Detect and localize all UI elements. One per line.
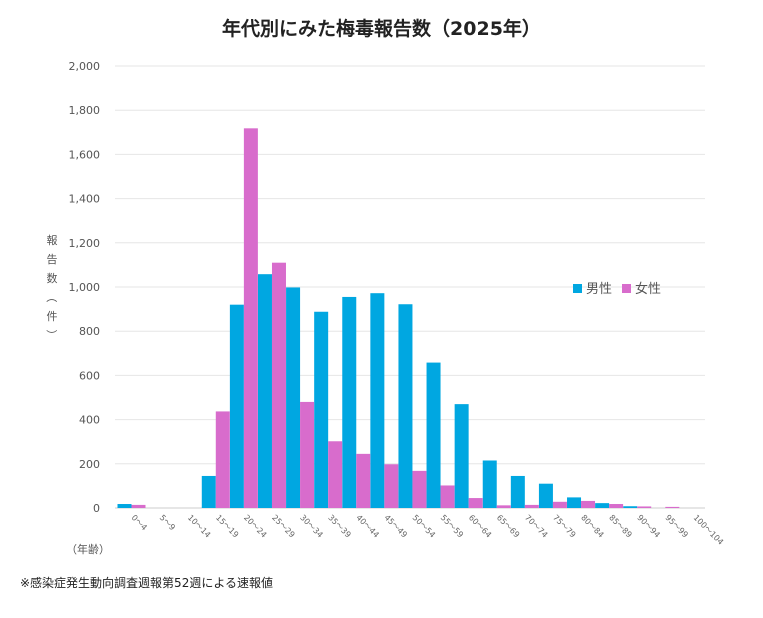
x-axis-label: （年齢） bbox=[66, 542, 110, 556]
bar-male bbox=[454, 404, 469, 508]
bar-female bbox=[356, 453, 371, 508]
bar-male bbox=[342, 296, 357, 508]
x-tick-label: 35〜39 bbox=[326, 513, 352, 539]
bar-female bbox=[384, 464, 399, 508]
legend-label: 男性 bbox=[586, 282, 612, 297]
y-tick-label: 600 bbox=[79, 369, 100, 382]
bar-female bbox=[215, 411, 230, 508]
x-tick-label: 90〜94 bbox=[635, 513, 661, 539]
x-tick-label: 65〜69 bbox=[495, 513, 521, 539]
bar-female bbox=[609, 504, 624, 508]
bar-female bbox=[243, 128, 258, 508]
x-tick-label: 20〜24 bbox=[242, 513, 268, 539]
x-tick-label: 60〜64 bbox=[467, 513, 493, 539]
bar-male bbox=[201, 475, 216, 508]
y-tick-label: 200 bbox=[79, 458, 100, 471]
bar-male bbox=[538, 483, 553, 508]
y-tick-label: 2,000 bbox=[69, 60, 101, 73]
y-tick-label: 800 bbox=[79, 325, 100, 338]
bar-male bbox=[314, 311, 329, 508]
bar-female bbox=[412, 470, 427, 508]
x-tick-label: 40〜44 bbox=[354, 513, 380, 539]
legend: 男性 女性 bbox=[573, 281, 661, 297]
bar-male bbox=[426, 362, 441, 508]
bar-female bbox=[637, 506, 652, 508]
x-tick-label: 30〜34 bbox=[298, 513, 324, 539]
x-tick-label: 15〜19 bbox=[214, 513, 240, 539]
x-tick-label: 80〜84 bbox=[579, 513, 605, 539]
y-tick-label: 1,600 bbox=[69, 148, 101, 161]
x-tick-label: 95〜99 bbox=[663, 513, 689, 539]
y-axis-ticks: 0 200 400 600 800 1,000 1,200 1,400 1,600 1,800 2,… bbox=[69, 60, 101, 515]
bar-female bbox=[300, 401, 315, 508]
bar-male bbox=[257, 274, 272, 508]
y-axis-label: 報告数 （ 件 ） bbox=[45, 234, 58, 341]
bar-female bbox=[131, 504, 146, 508]
x-tick-label: 25〜29 bbox=[270, 513, 296, 539]
y-axis-label-char: 数 bbox=[47, 272, 58, 285]
bar-male bbox=[595, 503, 610, 508]
x-tick-label: 70〜74 bbox=[523, 513, 549, 539]
bar-female bbox=[552, 501, 567, 508]
x-tick-label: 85〜89 bbox=[607, 513, 633, 539]
y-tick-label: 1,200 bbox=[69, 237, 101, 250]
y-tick-label: 1,800 bbox=[69, 104, 101, 117]
bars bbox=[117, 128, 680, 508]
x-tick-label: 45〜49 bbox=[382, 513, 408, 539]
y-axis-label-char: 報 bbox=[47, 234, 58, 247]
legend-swatch bbox=[573, 284, 582, 293]
bar-female bbox=[581, 500, 596, 508]
bar-male bbox=[286, 287, 301, 508]
y-axis-label-char: ） bbox=[45, 330, 58, 341]
footnote: ※感染症発生動向調査週報第52週による速報値 bbox=[20, 576, 273, 590]
legend-label: 女性 bbox=[635, 281, 661, 297]
bar-male bbox=[398, 304, 413, 508]
x-axis-ticks: 0〜4 5〜9 10〜14 15〜19 20〜24 25〜29 30〜34 35〜39 40〜4… bbox=[130, 513, 726, 547]
bar-male bbox=[370, 293, 385, 508]
x-tick-label: 10〜14 bbox=[186, 513, 212, 539]
bar-male bbox=[567, 497, 582, 508]
x-tick-label: 100〜104 bbox=[692, 513, 726, 547]
y-axis-label-char: 告 bbox=[47, 253, 58, 266]
bar-female bbox=[524, 504, 539, 508]
y-axis-label-char: （ bbox=[45, 292, 58, 303]
legend-swatch bbox=[622, 284, 631, 293]
y-tick-label: 1,400 bbox=[69, 193, 101, 206]
bar-male bbox=[482, 460, 497, 508]
bar-male bbox=[623, 506, 638, 508]
bar-female bbox=[271, 262, 286, 508]
bar-male bbox=[117, 504, 132, 508]
y-axis-label-char: 件 bbox=[47, 310, 58, 323]
x-tick-label: 0〜4 bbox=[130, 513, 149, 532]
x-tick-label: 75〜79 bbox=[551, 513, 577, 539]
bar-male bbox=[510, 475, 525, 508]
bar-female bbox=[665, 506, 680, 508]
y-tick-label: 400 bbox=[79, 414, 100, 427]
y-tick-label: 0 bbox=[93, 502, 100, 515]
bar-female bbox=[328, 441, 343, 508]
chart-title: 年代別にみた梅毒報告数（2025年） bbox=[222, 18, 541, 40]
x-tick-label: 50〜54 bbox=[411, 513, 437, 539]
bar-male bbox=[229, 304, 244, 508]
bar-female bbox=[440, 485, 455, 508]
bar-female bbox=[496, 505, 511, 508]
x-tick-label: 55〜59 bbox=[439, 513, 465, 539]
y-tick-label: 1,000 bbox=[69, 281, 101, 294]
x-tick-label: 5〜9 bbox=[158, 513, 177, 532]
bar-female bbox=[468, 498, 483, 508]
